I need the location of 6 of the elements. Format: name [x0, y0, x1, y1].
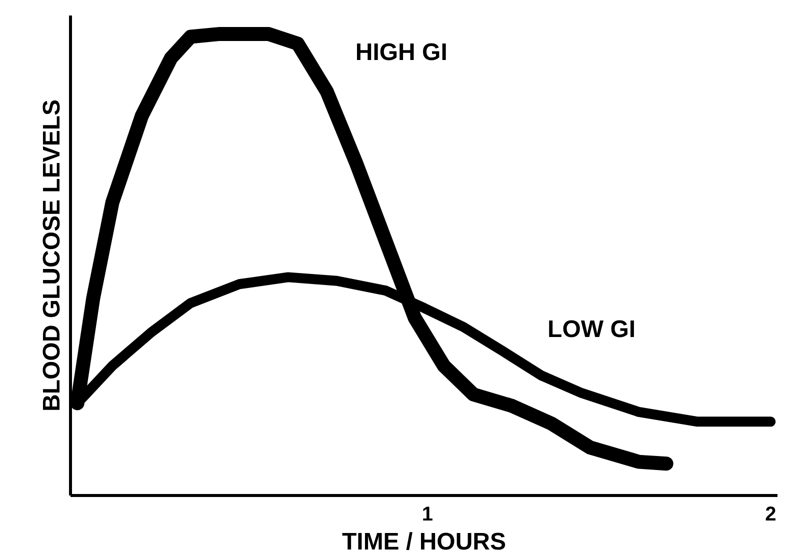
- y-axis-title: BLOOD GLUCOSE LEVELS: [38, 99, 66, 412]
- x-tick-label: 2: [765, 504, 776, 526]
- series-label: LOW GI: [548, 316, 636, 343]
- series-label: HIGH GI: [355, 38, 448, 66]
- x-tick-label: 1: [422, 504, 433, 526]
- x-axis-title: TIME / HOURS: [342, 528, 506, 556]
